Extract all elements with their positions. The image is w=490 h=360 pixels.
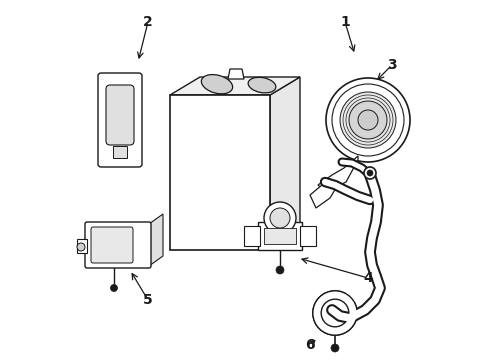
- FancyBboxPatch shape: [85, 222, 151, 268]
- Polygon shape: [318, 156, 358, 192]
- Polygon shape: [170, 77, 300, 95]
- Ellipse shape: [248, 77, 276, 93]
- Circle shape: [270, 208, 290, 228]
- Circle shape: [264, 202, 296, 234]
- Bar: [264, 228, 296, 244]
- Polygon shape: [228, 69, 244, 79]
- Circle shape: [331, 344, 339, 352]
- Polygon shape: [270, 77, 300, 250]
- Polygon shape: [149, 214, 163, 266]
- Circle shape: [340, 92, 396, 148]
- Circle shape: [332, 84, 404, 156]
- FancyBboxPatch shape: [98, 73, 142, 167]
- Circle shape: [358, 110, 378, 130]
- Bar: [258, 222, 302, 250]
- Circle shape: [364, 167, 376, 179]
- Polygon shape: [77, 239, 87, 253]
- Circle shape: [326, 78, 410, 162]
- Circle shape: [349, 101, 387, 139]
- FancyBboxPatch shape: [91, 227, 133, 263]
- Ellipse shape: [201, 75, 233, 94]
- Bar: [244, 226, 260, 246]
- Text: 1: 1: [340, 15, 350, 29]
- Polygon shape: [170, 95, 270, 250]
- Circle shape: [111, 284, 118, 292]
- Circle shape: [77, 243, 85, 251]
- Text: 5: 5: [143, 293, 153, 307]
- Text: 3: 3: [387, 58, 397, 72]
- Text: 6: 6: [305, 338, 315, 352]
- Circle shape: [276, 266, 284, 274]
- Text: 4: 4: [363, 271, 373, 285]
- Bar: [300, 226, 316, 246]
- Polygon shape: [310, 180, 336, 208]
- Circle shape: [367, 170, 373, 176]
- FancyBboxPatch shape: [106, 85, 134, 145]
- Bar: [113, 146, 127, 158]
- Circle shape: [317, 295, 353, 331]
- Text: 2: 2: [143, 15, 153, 29]
